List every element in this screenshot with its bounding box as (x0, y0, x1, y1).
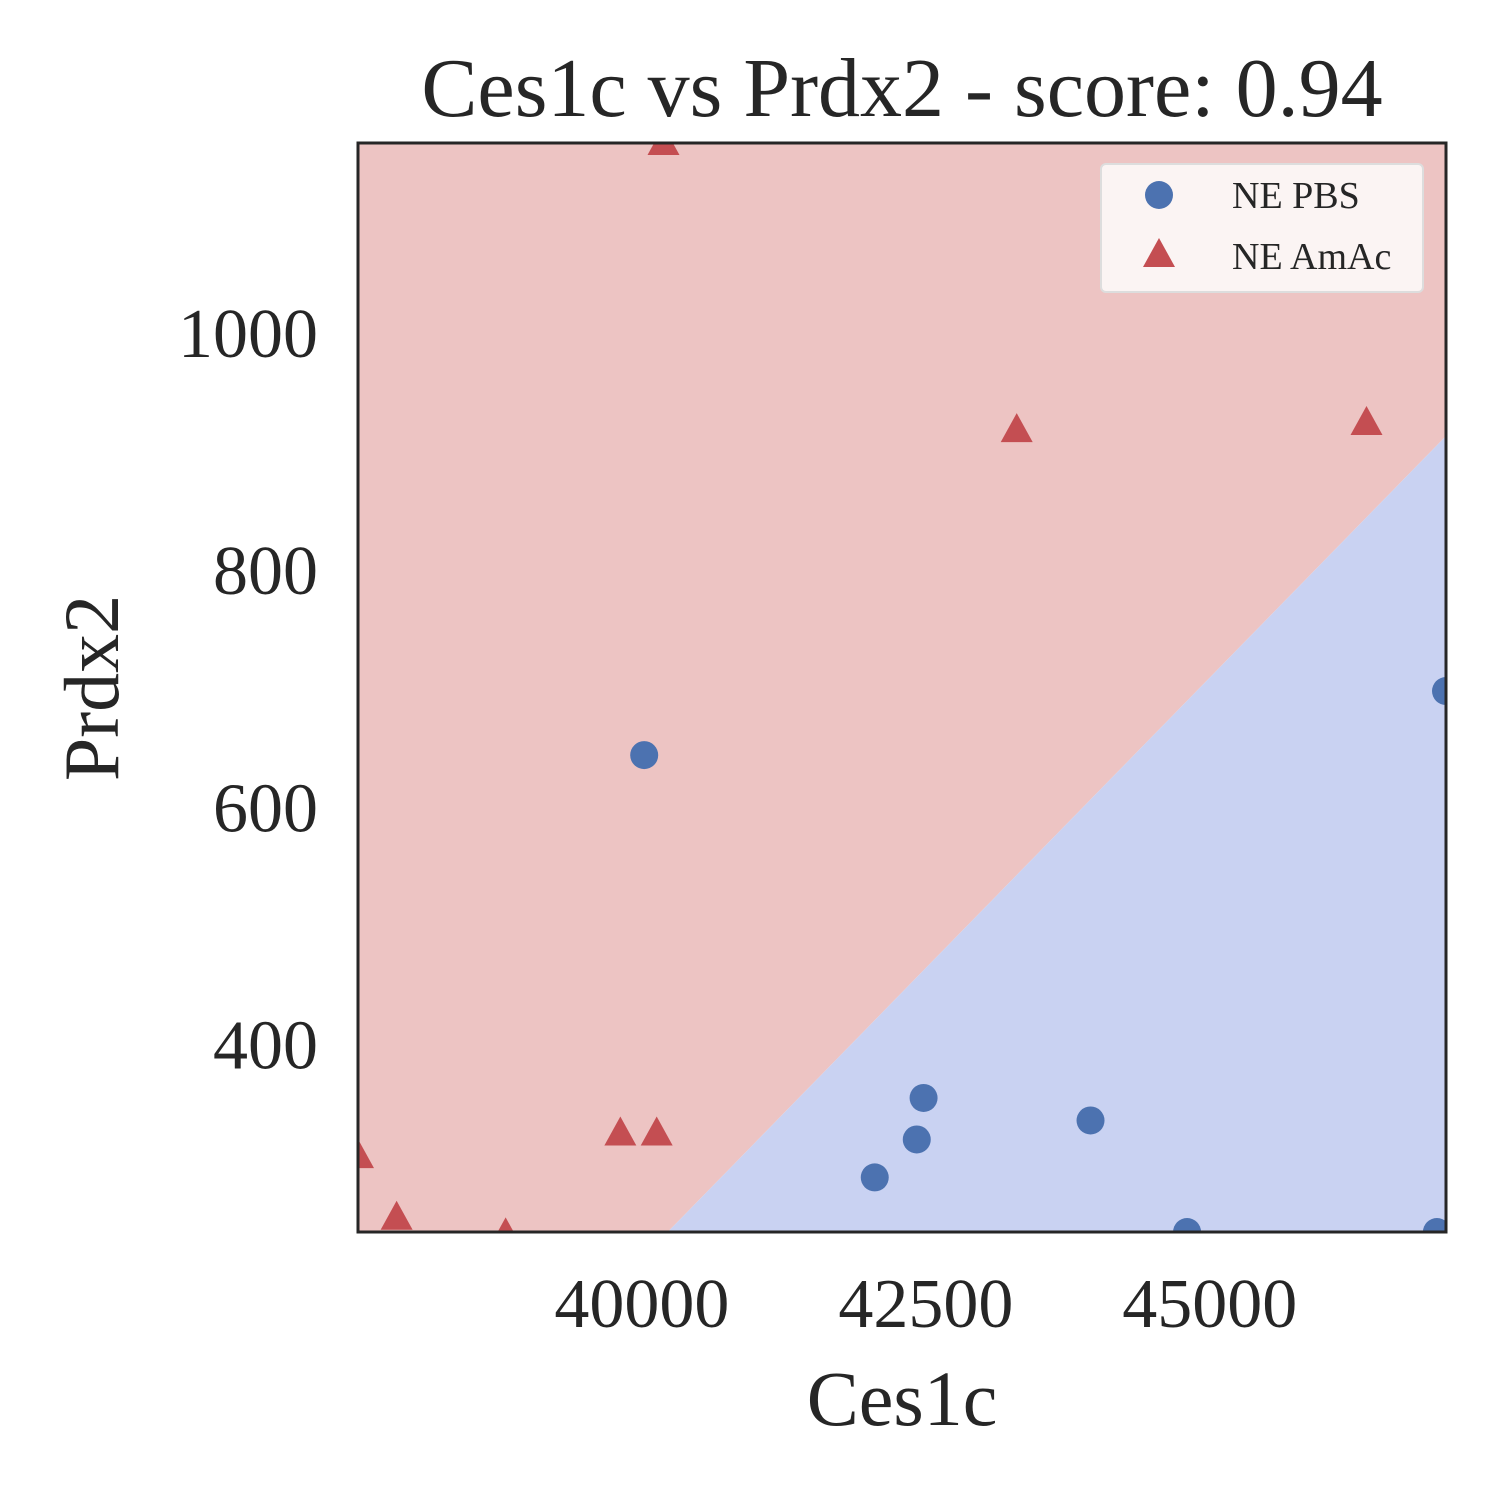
x-tick-labels: 40000 42500 45000 (554, 1266, 1297, 1343)
point-ne-amac-7 (604, 1116, 637, 1146)
x-axis-label: Ces1c (807, 1355, 998, 1442)
y-tick-label-400: 400 (213, 1008, 318, 1085)
point-ne-amac-2 (1000, 413, 1033, 443)
point-ne-pbs-1 (630, 741, 659, 770)
point-ne-pbs-8 (1432, 677, 1446, 706)
x-tick-label-45000: 45000 (1122, 1266, 1297, 1343)
point-ne-amac-4 (358, 1139, 374, 1169)
legend-box (1100, 163, 1424, 293)
x-tick-label-42500: 42500 (838, 1266, 1013, 1343)
plot-frame (356, 141, 1448, 1234)
decision-region-amac (358, 143, 1446, 1232)
y-tick-labels: 400 600 800 1000 (178, 296, 318, 1085)
point-ne-amac-1 (647, 143, 680, 155)
legend-marker-ne-amac (1143, 238, 1175, 267)
point-ne-pbs-2 (860, 1163, 889, 1192)
chart-title: Ces1c vs Prdx2 - score: 0.94 (421, 42, 1382, 135)
legend: NE PBS NE AmAc (1100, 163, 1424, 293)
point-ne-pbs-4 (909, 1083, 938, 1112)
point-ne-pbs-7 (1422, 1218, 1446, 1232)
decision-region-pbs (667, 436, 1446, 1232)
x-tick-label-40000: 40000 (554, 1266, 729, 1343)
legend-marker-ne-pbs (1145, 181, 1173, 209)
point-ne-pbs-6 (1173, 1218, 1202, 1232)
point-ne-amac-6 (497, 1217, 514, 1232)
y-tick-label-1000: 1000 (178, 296, 318, 373)
legend-label-ne-amac: NE AmAc (1232, 236, 1391, 278)
point-ne-amac-5 (380, 1200, 413, 1230)
point-ne-pbs-3 (902, 1125, 931, 1154)
data-points (358, 143, 1446, 1232)
point-ne-pbs-5 (1076, 1106, 1105, 1135)
y-axis-label: Prdx2 (48, 595, 135, 781)
legend-label-ne-pbs: NE PBS (1232, 175, 1360, 217)
plot-area (358, 143, 1446, 1232)
y-tick-label-600: 600 (213, 770, 318, 847)
y-tick-label-800: 800 (213, 533, 318, 610)
point-ne-amac-8 (640, 1116, 673, 1146)
point-ne-amac-3 (1350, 405, 1383, 435)
